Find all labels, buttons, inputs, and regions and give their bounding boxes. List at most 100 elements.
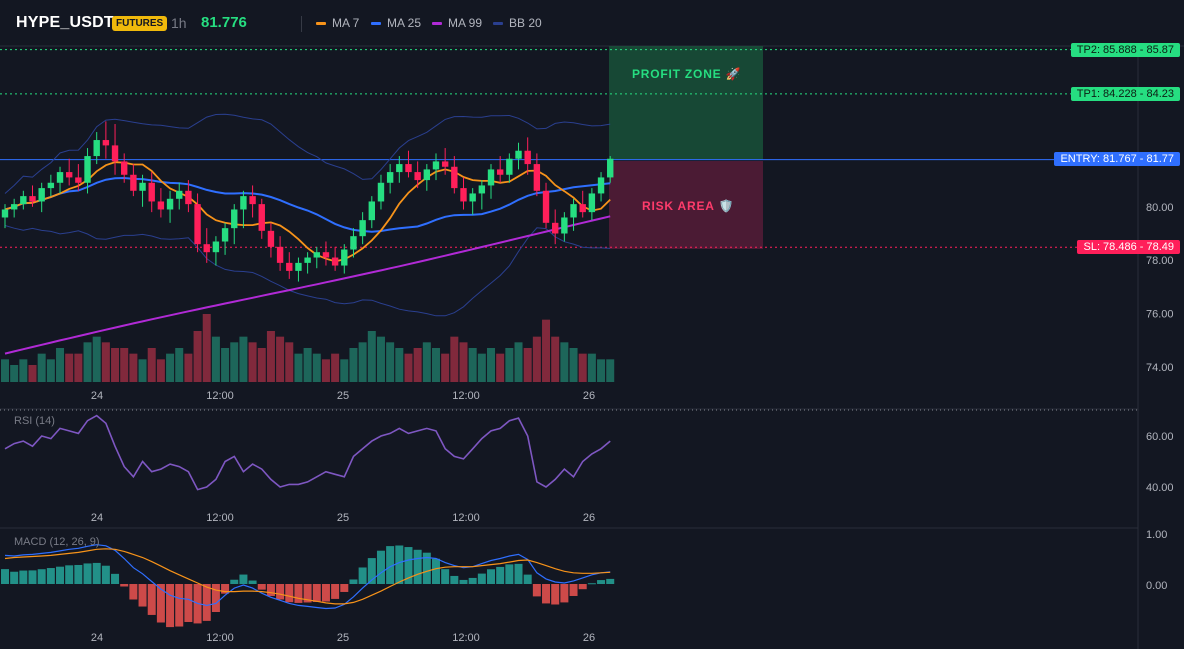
volume-bar xyxy=(276,336,285,382)
volume-bar xyxy=(19,359,28,382)
candle-body xyxy=(130,174,137,191)
candle-body xyxy=(295,262,302,271)
candle-body xyxy=(396,164,403,173)
candle-body xyxy=(139,182,146,191)
macd-histogram-bar xyxy=(147,584,156,615)
volume-bar xyxy=(395,348,404,382)
candle-body xyxy=(487,169,495,186)
candle-body xyxy=(341,249,348,266)
volume-bar xyxy=(1,359,9,382)
macd-histogram-bar xyxy=(505,564,514,584)
legend-ma25[interactable]: MA 25 xyxy=(371,16,421,30)
timeframe-label[interactable]: 1h xyxy=(171,15,187,31)
candle-body xyxy=(359,220,366,237)
volume-bar xyxy=(404,353,413,382)
macd-histogram-bar xyxy=(65,565,74,584)
macd-histogram-bar xyxy=(312,584,321,603)
candle-body xyxy=(533,164,541,191)
legend-ma7[interactable]: MA 7 xyxy=(316,16,359,30)
candle-body xyxy=(441,161,449,167)
candle-body xyxy=(47,182,55,189)
candle-body xyxy=(249,196,256,205)
x-tick-label: 25 xyxy=(337,512,349,524)
macd-histogram-bar xyxy=(111,573,120,584)
volume-bar xyxy=(46,359,55,382)
macd-histogram-bar xyxy=(138,584,147,607)
volume-bar xyxy=(193,331,202,382)
volume-bar xyxy=(606,359,615,382)
candle-body xyxy=(506,158,513,175)
macd-histogram-bar xyxy=(92,562,101,584)
candle-body xyxy=(515,150,522,159)
candle-body xyxy=(258,204,265,231)
macd-histogram-bar xyxy=(468,577,477,584)
candle-body xyxy=(460,188,467,202)
macd-histogram-bar xyxy=(156,584,165,623)
volume-bar xyxy=(321,359,330,382)
macd-y-tick-label: 0.00 xyxy=(1146,580,1167,592)
candle-body xyxy=(469,193,476,202)
macd-histogram-bar xyxy=(551,584,560,605)
volume-bar xyxy=(111,348,120,382)
last-price: 81.776 xyxy=(201,14,247,31)
volume-bar xyxy=(294,353,303,382)
macd-histogram-bar xyxy=(101,565,110,584)
candle-body xyxy=(176,190,183,199)
macd-histogram-bar xyxy=(413,549,422,584)
macd-histogram-bar xyxy=(175,584,184,627)
volume-bar xyxy=(230,342,239,382)
macd-histogram-bar xyxy=(56,566,65,584)
volume-bar xyxy=(340,359,349,382)
macd-histogram-bar xyxy=(221,584,230,594)
candle-body xyxy=(276,246,284,263)
macd-histogram-bar xyxy=(569,584,578,596)
volume-bar xyxy=(551,336,560,382)
macd-histogram-bar xyxy=(441,569,450,584)
candle-body xyxy=(322,252,330,258)
candle-body xyxy=(496,169,504,175)
macd-signal-line xyxy=(4,548,611,605)
macd-histogram-bar xyxy=(37,569,46,584)
y-tick-label: 80.00 xyxy=(1146,202,1174,214)
volume-bar xyxy=(358,342,367,382)
candle-body xyxy=(75,177,82,183)
ma99-swatch xyxy=(432,21,442,25)
x-tick-label: 12:00 xyxy=(452,512,480,524)
candle-body xyxy=(185,190,192,205)
macd-histogram-bar xyxy=(83,563,92,584)
candle-body xyxy=(432,161,440,170)
candle-body xyxy=(368,201,375,221)
volume-bar xyxy=(331,353,340,382)
volume-bar xyxy=(560,342,569,382)
legend-bb20[interactable]: BB 20 xyxy=(493,16,542,30)
candle-body xyxy=(194,204,201,245)
candle-body xyxy=(231,209,238,229)
candle-body xyxy=(561,217,568,234)
macd-histogram-bar xyxy=(19,570,28,584)
volume-bar xyxy=(37,353,46,382)
legend-ma99[interactable]: MA 99 xyxy=(432,16,482,30)
volume-bar xyxy=(129,353,138,382)
volume-bar xyxy=(523,348,532,382)
volume-bar xyxy=(211,336,220,382)
candle-body xyxy=(597,177,605,194)
x-tick-label: 25 xyxy=(337,632,349,644)
volume-bar xyxy=(477,353,486,382)
volume-bar xyxy=(248,342,257,382)
volume-bar xyxy=(239,336,248,382)
ma25-line xyxy=(4,176,611,233)
symbol-name[interactable]: HYPE_USDT xyxy=(16,14,114,31)
risk-area-label: RISK AREA 🛡️ xyxy=(642,199,735,213)
macd-histogram-bar xyxy=(46,568,55,584)
x-tick-label: 24 xyxy=(91,390,103,402)
volume-bar xyxy=(303,348,312,382)
macd-histogram-bar xyxy=(459,579,468,584)
x-tick-label: 12:00 xyxy=(452,390,480,402)
candle-body xyxy=(221,228,229,242)
volume-bar xyxy=(542,319,551,382)
ma99-label: MA 99 xyxy=(448,16,483,30)
candle-body xyxy=(240,196,247,210)
volume-bar xyxy=(92,336,101,382)
macd-histogram-bar xyxy=(28,570,37,584)
